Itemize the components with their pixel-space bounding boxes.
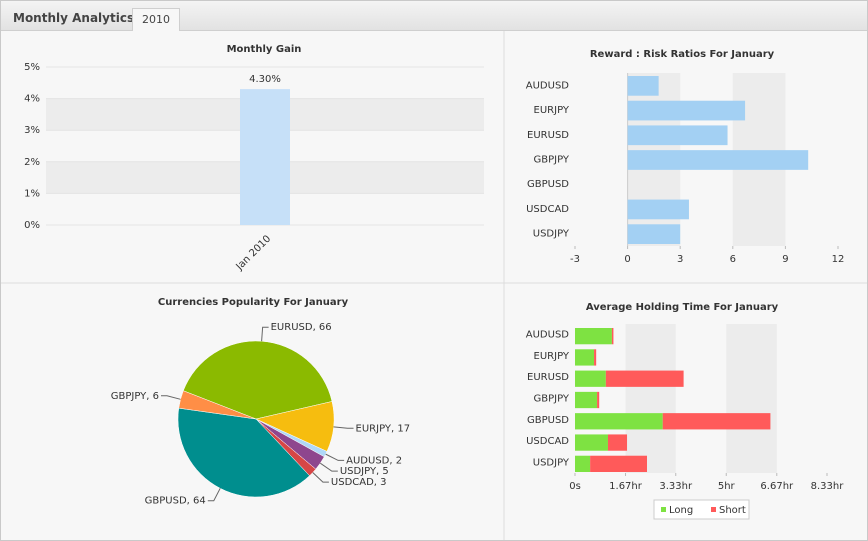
bar <box>627 150 809 170</box>
leader-line <box>207 488 221 502</box>
x-tick-label: 1.67hr <box>609 481 643 492</box>
x-tick-label: 6 <box>730 254 736 265</box>
grid-band <box>726 324 777 473</box>
bar-segment <box>575 413 663 430</box>
slice-label: EURUSD, 66 <box>271 322 332 333</box>
leader-line <box>333 426 354 429</box>
legend-box <box>653 499 750 520</box>
y-tick-label: EURJPY <box>534 351 570 362</box>
bar <box>627 199 689 220</box>
bar <box>240 89 290 226</box>
bar <box>627 125 728 146</box>
y-tick-label: 4% <box>24 94 40 105</box>
x-tick-label: 6.67hr <box>760 481 794 492</box>
y-tick-label: EURUSD <box>527 130 569 141</box>
legend-swatch <box>711 507 716 512</box>
bar-segment <box>575 349 595 366</box>
y-tick-label: 1% <box>24 188 40 199</box>
pie-slice <box>178 390 257 420</box>
legend-label: Short <box>719 505 746 516</box>
y-tick-label: USDCAD <box>526 204 569 215</box>
bar-segment <box>662 413 771 430</box>
pie-slice <box>177 407 310 498</box>
bar <box>627 76 659 96</box>
slice-label: USDJPY, 5 <box>340 466 389 477</box>
x-tick-label: 3 <box>677 254 683 265</box>
bar-segment <box>594 349 597 366</box>
year-tab[interactable]: 2010 <box>132 8 180 31</box>
y-tick-label: 0% <box>24 220 40 231</box>
y-tick-label: AUDUSD <box>526 80 570 91</box>
x-tick-label: 8.33hr <box>811 481 845 492</box>
slice-label: AUDUSD, 2 <box>346 455 402 466</box>
tab-bar: Monthly Analytics 2010 <box>1 1 867 31</box>
dashboard-title: Monthly Analytics <box>13 11 135 25</box>
chart-title: Average Holding Time For January <box>586 302 779 313</box>
bar-segment <box>575 455 591 472</box>
y-tick-label: EURJPY <box>534 105 570 116</box>
x-tick-label: 3.33hr <box>659 481 693 492</box>
chart-title: Monthly Gain <box>227 44 302 55</box>
bar-segment <box>611 328 614 345</box>
y-tick-label: 2% <box>24 157 40 168</box>
bar-segment <box>590 455 647 472</box>
leader-line <box>325 453 345 461</box>
bar <box>627 224 681 244</box>
y-tick-label: 5% <box>24 62 40 73</box>
bar <box>627 100 746 121</box>
pie-slice <box>182 340 333 420</box>
y-tick-label: GBPJPY <box>533 155 569 166</box>
bar-segment <box>575 434 608 451</box>
chart-title: Reward : Risk Ratios For January <box>590 49 775 60</box>
y-tick-label: GBPJPY <box>533 394 569 405</box>
y-tick-label: 3% <box>24 125 40 136</box>
y-tick-label: GBPUSD <box>527 179 569 190</box>
y-tick-label: USDJPY <box>533 457 570 468</box>
leader-line <box>160 395 181 400</box>
bar-segment <box>597 391 600 409</box>
slice-label: GBPUSD, 64 <box>145 496 206 507</box>
x-tick-label: 0s <box>569 481 581 492</box>
leader-line <box>261 326 269 342</box>
y-tick-label: USDCAD <box>526 436 569 447</box>
leader-line <box>320 462 338 472</box>
y-tick-label: EURUSD <box>527 372 569 383</box>
x-tick-label: 5hr <box>718 481 736 492</box>
slice-label: USDCAD, 3 <box>331 477 387 488</box>
x-tick-label: Jan 2010 <box>234 233 274 273</box>
leader-line <box>312 472 329 483</box>
x-tick-label: 0 <box>624 254 630 265</box>
value-label: 4.30% <box>249 74 281 85</box>
x-tick-label: 9 <box>782 254 788 265</box>
bar-segment <box>605 370 684 387</box>
x-tick-label: 12 <box>832 254 845 265</box>
legend-label: Long <box>669 505 693 516</box>
grid-band <box>625 324 676 473</box>
slice-label: GBPJPY, 6 <box>111 391 159 402</box>
chart-title: Currencies Popularity For January <box>158 297 349 308</box>
slice-label: EURJPY, 17 <box>356 423 411 434</box>
bar-segment <box>575 328 612 345</box>
bar-segment <box>607 434 628 451</box>
bar-segment <box>575 370 606 387</box>
legend-swatch <box>661 507 666 512</box>
x-tick-label: -3 <box>570 254 580 265</box>
y-tick-label: GBPUSD <box>527 415 569 426</box>
y-tick-label: USDJPY <box>533 229 570 240</box>
bar-segment <box>575 391 598 409</box>
y-tick-label: AUDUSD <box>526 330 570 341</box>
